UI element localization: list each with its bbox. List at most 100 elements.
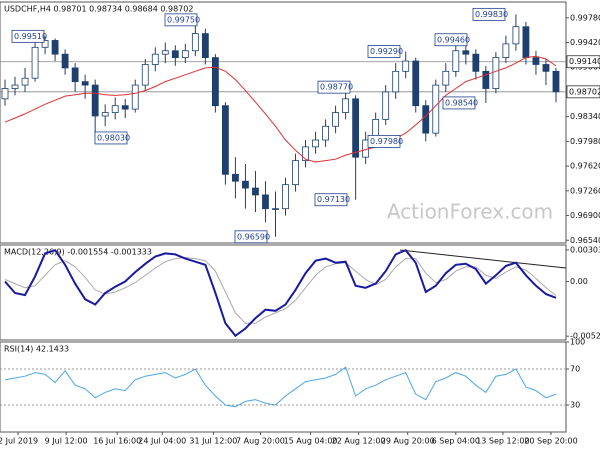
candle-body bbox=[1, 88, 9, 100]
candle-body bbox=[352, 98, 360, 158]
watermark: ActionForex.com bbox=[387, 200, 553, 224]
annotation-box bbox=[472, 7, 506, 21]
annotation-box bbox=[434, 33, 468, 47]
annotation-label: 0.99510 bbox=[14, 32, 47, 41]
annotation-box bbox=[234, 230, 268, 244]
macd-panel bbox=[0, 244, 567, 341]
candle-body bbox=[402, 60, 410, 72]
x-tick-label: 31 Jul 12:00 bbox=[189, 437, 237, 446]
series-line bbox=[4, 248, 557, 338]
candle-body bbox=[432, 84, 440, 134]
y-tick-label: 30 bbox=[570, 401, 580, 410]
candle-body bbox=[522, 26, 530, 59]
candle-body bbox=[232, 173, 239, 182]
candle-body bbox=[282, 184, 289, 210]
candle-body bbox=[492, 57, 500, 89]
y-tick-label: 0.98340 bbox=[570, 112, 600, 121]
candle-body bbox=[542, 64, 550, 72]
y-tick-label: 100 bbox=[570, 338, 585, 347]
series-line bbox=[4, 366, 557, 408]
y-tick-label: 0.00303 bbox=[570, 245, 600, 254]
candle-body bbox=[141, 64, 149, 86]
y-tick-label: 0.99420 bbox=[570, 38, 600, 47]
candle-body bbox=[292, 160, 299, 186]
annotation-box bbox=[94, 131, 128, 145]
candle-body bbox=[211, 57, 219, 107]
series-line bbox=[4, 55, 557, 163]
y-tick-label: 0.96540 bbox=[570, 236, 600, 245]
candle-body bbox=[462, 50, 470, 55]
candle-body bbox=[171, 50, 179, 59]
x-tick-label: 29 Aug 20:00 bbox=[381, 437, 435, 446]
candle-body bbox=[161, 50, 169, 55]
annotation-box bbox=[164, 13, 198, 27]
annotation-label: 0.98770 bbox=[320, 83, 353, 92]
candle-body bbox=[242, 180, 249, 189]
y-tick-label: 0.00 bbox=[570, 277, 588, 286]
candle-body bbox=[81, 81, 89, 86]
candle-body bbox=[131, 84, 139, 110]
rsi-title: RSI(14) 42.1433 bbox=[4, 345, 69, 354]
candle-body bbox=[21, 77, 29, 86]
annotation-label: 0.99750 bbox=[167, 15, 200, 24]
annotation-label: 0.98030 bbox=[97, 133, 130, 142]
candle-body bbox=[382, 91, 390, 120]
price-label: 0.98702 bbox=[569, 87, 600, 96]
candle-body bbox=[452, 50, 460, 72]
annotation-box bbox=[317, 80, 351, 94]
chart-title: USDCHF,H4 0.98701 0.98734 0.98684 0.9870… bbox=[4, 5, 193, 14]
y-tick-label: -0.005236 bbox=[570, 332, 600, 341]
candle-body bbox=[121, 105, 129, 110]
x-tick-label: 24 Jul 04:00 bbox=[138, 437, 186, 446]
annotation-label: 0.99830 bbox=[475, 10, 508, 19]
x-tick-label: 22 Aug 12:00 bbox=[332, 437, 386, 446]
candle-body bbox=[51, 40, 59, 55]
candle-body bbox=[322, 125, 329, 141]
candle-body bbox=[412, 60, 420, 107]
candle-body bbox=[71, 67, 79, 83]
price-label-box bbox=[566, 85, 600, 99]
annotation-box bbox=[367, 134, 401, 148]
candle-body bbox=[111, 105, 119, 113]
candle-body bbox=[302, 146, 309, 162]
annotation-box bbox=[442, 96, 476, 110]
price-label-box bbox=[566, 55, 600, 69]
candle-body bbox=[191, 33, 199, 52]
x-tick-label: 7 Aug 20:00 bbox=[236, 437, 285, 446]
annotation-label: 0.99290 bbox=[370, 47, 403, 56]
candle-body bbox=[41, 40, 49, 48]
price-panel bbox=[0, 1, 567, 244]
candle-body bbox=[472, 53, 480, 72]
x-tick-label: 6 Sep 04:00 bbox=[432, 437, 480, 446]
y-tick-label: 0.96900 bbox=[570, 211, 600, 220]
candle-body bbox=[252, 187, 259, 196]
x-tick-label: 16 Jul 16:00 bbox=[93, 437, 141, 446]
annotation-label: 0.98540 bbox=[445, 98, 478, 107]
annotation-label: 0.96590 bbox=[237, 232, 270, 241]
candle-body bbox=[502, 43, 510, 59]
candle-body bbox=[512, 26, 520, 45]
candle-body bbox=[101, 112, 109, 117]
x-tick-label: 9 Jul 12:00 bbox=[45, 437, 88, 446]
candle-body bbox=[181, 50, 189, 59]
candle-body bbox=[61, 53, 69, 69]
candle-body bbox=[91, 84, 99, 117]
candle-body bbox=[482, 70, 490, 89]
x-tick-label: 2 Jul 2019 bbox=[0, 437, 38, 446]
y-tick-label: 70 bbox=[570, 365, 580, 374]
candle-body bbox=[221, 105, 229, 175]
candle-body bbox=[11, 84, 19, 89]
trend-line bbox=[399, 249, 567, 269]
candle-body bbox=[532, 57, 540, 65]
candle-body bbox=[151, 53, 159, 65]
candle-body bbox=[262, 194, 269, 210]
x-tick-label: 15 Aug 04:00 bbox=[284, 437, 338, 446]
candle-body bbox=[342, 98, 350, 113]
macd-title: MACD(12,26,9) -0.001554 -0.001333 bbox=[4, 248, 152, 257]
rsi-panel bbox=[0, 341, 567, 433]
y-tick-label: 0.97620 bbox=[570, 162, 600, 171]
y-tick-label: 0.97260 bbox=[570, 186, 600, 195]
candle-body bbox=[201, 33, 209, 59]
candle-body bbox=[422, 105, 430, 134]
